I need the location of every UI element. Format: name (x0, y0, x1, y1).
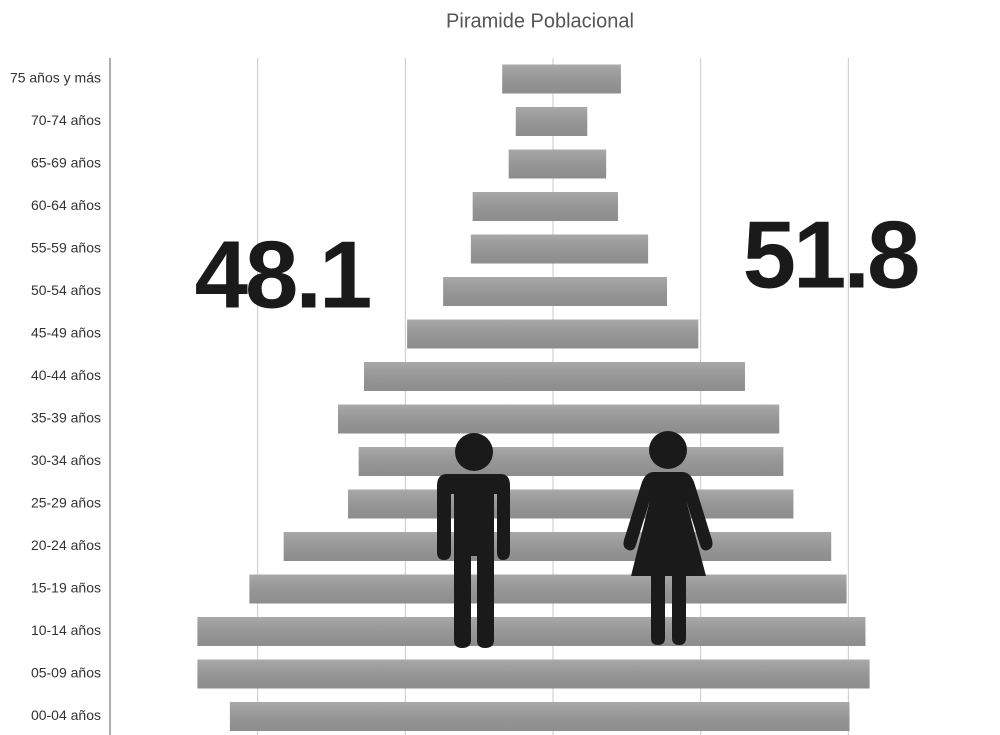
chart-title: Piramide Poblacional (446, 10, 634, 32)
bar-shade (553, 149, 607, 179)
y-tick-label: 65-69 años (31, 155, 101, 171)
y-tick-label: 70-74 años (31, 112, 101, 128)
bar-shade (508, 149, 553, 179)
bar-shade (197, 617, 553, 646)
bar-shade (502, 64, 553, 94)
annotation: 51.8 (743, 201, 918, 308)
bar-shade (249, 574, 553, 604)
bar-shade (553, 277, 667, 306)
bar-shade (553, 404, 780, 434)
bar-shade (553, 574, 847, 604)
bar-shade (553, 659, 870, 689)
y-tick-label: 15-19 años (31, 580, 101, 596)
bar-shade (553, 319, 699, 349)
annotation: 48.1 (195, 221, 370, 328)
female-icon (623, 431, 713, 645)
bar-shade (229, 702, 553, 731)
bars (197, 64, 870, 731)
bar-shade (553, 107, 588, 136)
y-tick-label: 05-09 años (31, 665, 101, 681)
y-tick-label: 60-64 años (31, 197, 101, 213)
y-tick-label: 35-39 años (31, 410, 101, 426)
bar-shade (553, 702, 850, 731)
y-tick-label: 50-54 años (31, 282, 101, 298)
bar-shade (197, 659, 553, 689)
bar-shade (470, 234, 553, 264)
y-tick-label: 25-29 años (31, 495, 101, 511)
y-tick-label: 00-04 años (31, 707, 101, 723)
bar-shade (363, 362, 553, 391)
bar-shade (337, 404, 553, 434)
y-tick-label: 75 años y más (10, 70, 101, 86)
y-tick-label: 45-49 años (31, 325, 101, 341)
y-tick-label: 40-44 años (31, 367, 101, 383)
y-tick-label: 55-59 años (31, 240, 101, 256)
bar-shade (553, 192, 618, 221)
bar-shade (553, 617, 866, 646)
y-tick-label: 30-34 años (31, 452, 101, 468)
bar-shade (472, 192, 553, 221)
bar-shade (553, 362, 745, 391)
bar-shade (283, 532, 553, 561)
bar-shade (553, 64, 621, 94)
bar-shade (515, 107, 553, 136)
bar-shade (443, 277, 553, 306)
y-tick-label: 20-24 años (31, 537, 101, 553)
bar-shade (407, 319, 553, 349)
y-tick-label: 10-14 años (31, 622, 101, 638)
bar-shade (553, 234, 649, 264)
male-icon (437, 433, 510, 648)
